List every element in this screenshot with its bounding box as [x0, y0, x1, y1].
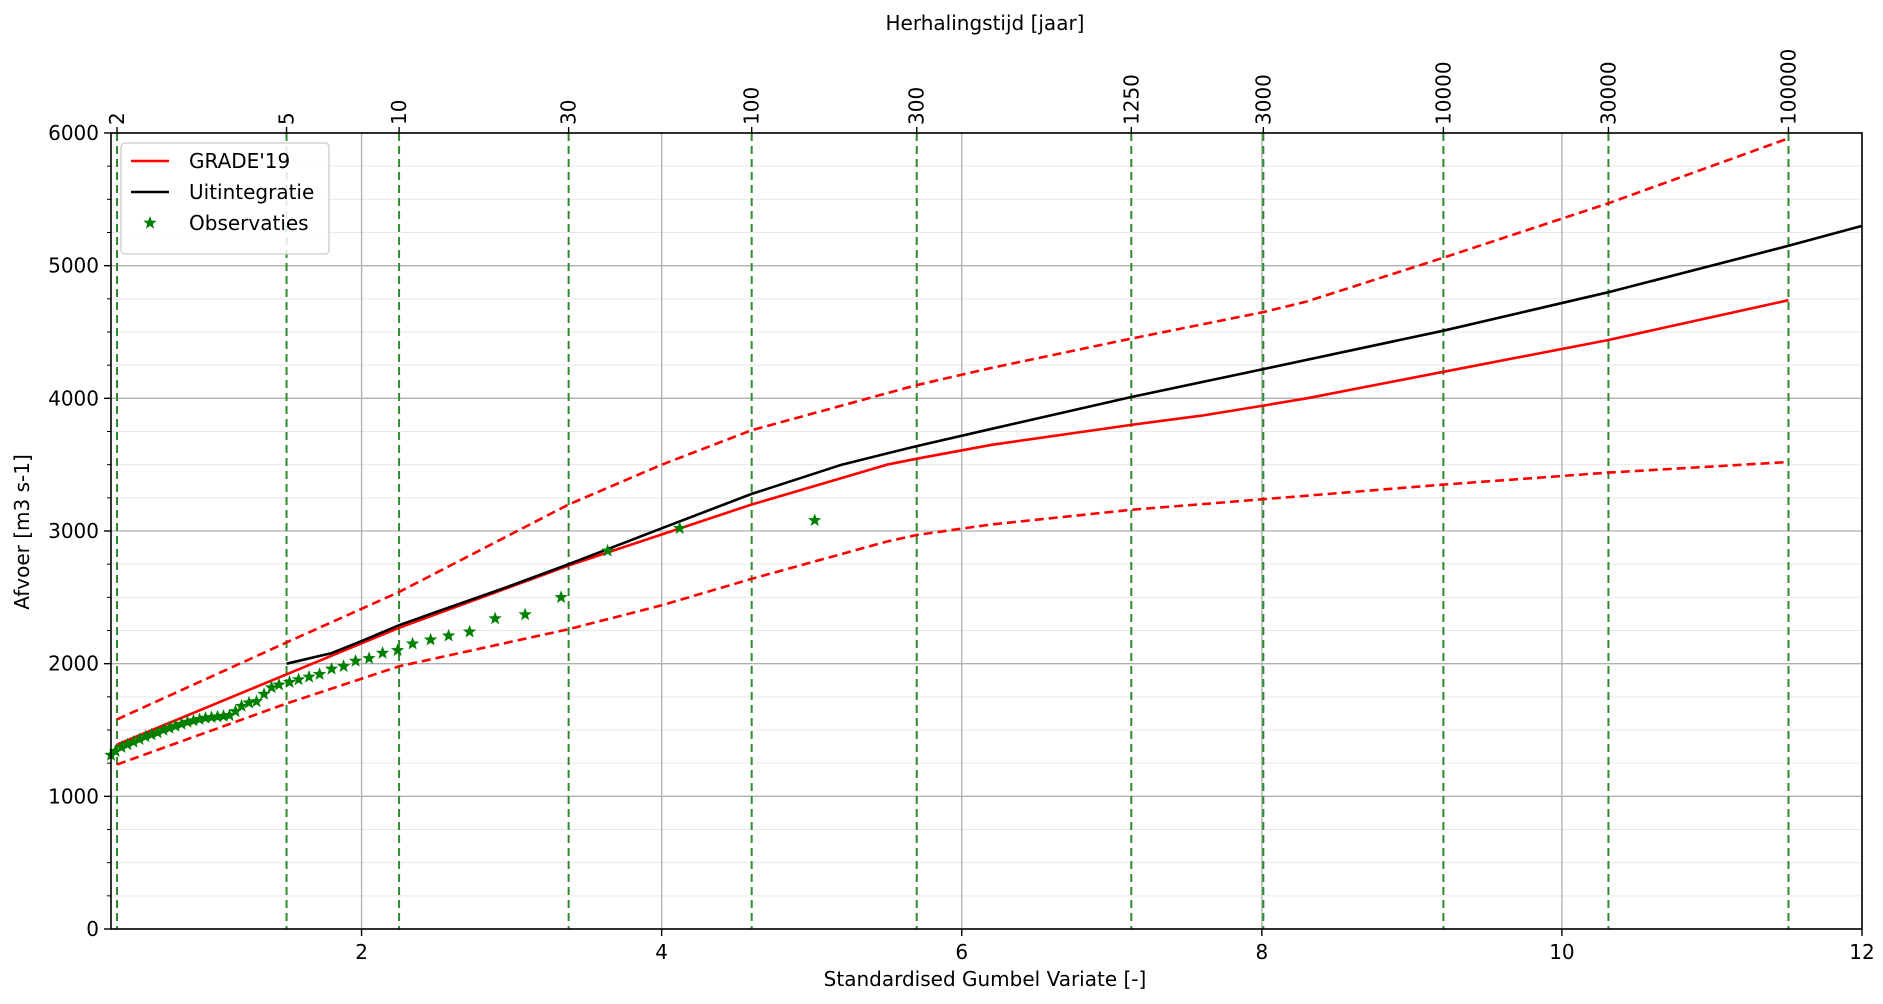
observation-point	[282, 675, 297, 688]
observation-point	[222, 708, 237, 722]
grid	[111, 132, 1863, 930]
series-line	[116, 298, 1789, 746]
observation-point	[150, 725, 165, 739]
observation-point	[324, 662, 339, 675]
return-period-label: 1250	[1119, 74, 1143, 125]
observation-point	[488, 611, 502, 625]
observation-point	[138, 729, 153, 743]
observation-point	[198, 711, 213, 724]
x-axis-title: Standardised Gumbel Variate [-]	[824, 967, 1147, 991]
legend: GRADE'19 Uitintegratie Observaties	[120, 142, 330, 255]
return-period-label: 10000	[1431, 61, 1455, 125]
observation-point	[375, 646, 390, 659]
observation-point	[162, 721, 177, 734]
observation-point	[180, 715, 195, 728]
observation-point	[257, 687, 271, 700]
x-tick-label: 6	[955, 940, 968, 964]
confidence-bound-line	[116, 137, 1789, 721]
observation-point	[108, 744, 123, 757]
x-tick-label: 2	[355, 940, 368, 964]
y-tick-label: 1000	[48, 784, 99, 808]
observation-point	[348, 654, 363, 667]
observation-point	[264, 680, 279, 694]
observation-point	[144, 727, 159, 741]
return-period-label: 5	[275, 112, 299, 125]
y-tick-label: 3000	[48, 519, 99, 543]
observation-point	[192, 712, 207, 725]
observation-point	[249, 694, 264, 708]
y-tick-label: 6000	[48, 121, 99, 145]
x-tick-label: 8	[1255, 940, 1268, 964]
top-axis-title: Herhalingstijd [jaar]	[886, 11, 1085, 35]
return-period-label: 30000	[1596, 61, 1620, 125]
observations	[104, 513, 822, 761]
observation-point	[228, 704, 243, 718]
observation-point	[808, 513, 822, 526]
y-tick-label: 2000	[48, 652, 99, 676]
observation-point	[126, 734, 141, 748]
confidence-bound-line	[116, 460, 1789, 766]
observation-point	[210, 709, 225, 723]
legend-label: GRADE'19	[189, 149, 290, 173]
y-tick-label: 4000	[48, 386, 99, 410]
observation-point	[216, 709, 231, 722]
y-axis-title: Afvoer [m3 s-1]	[10, 454, 34, 610]
return-period-label: 10	[387, 100, 411, 125]
return-period-lines: 2 5 10 30 100 300 1250 3000 10000 30000 100000	[105, 49, 1800, 929]
observation-point	[441, 628, 456, 642]
x-tick-label: 12	[1849, 940, 1874, 964]
legend-label: Observaties	[189, 211, 309, 235]
legend-box	[120, 142, 330, 255]
observation-point	[601, 543, 615, 557]
observation-point	[174, 717, 189, 730]
observation-point	[114, 740, 129, 753]
observation-point	[132, 732, 147, 745]
y-tick-label: 0	[86, 917, 99, 941]
observation-point	[204, 710, 219, 724]
observation-point	[673, 521, 687, 534]
y-tick-label: 5000	[48, 254, 99, 278]
return-period-label: 300	[905, 87, 929, 125]
observation-point	[234, 699, 249, 712]
observation-point	[518, 607, 532, 621]
return-period-label: 30	[557, 100, 581, 125]
axes: 2 4 6 8 10 12 0 1000 2000 3000 4000 5000 6000	[48, 121, 1875, 964]
observation-point	[462, 624, 477, 638]
observation-point	[405, 636, 420, 650]
observation-point	[312, 667, 327, 680]
legend-swatch-star	[143, 216, 157, 229]
return-period-label: 100	[740, 87, 764, 125]
x-tick-label: 4	[655, 940, 668, 964]
observation-point	[554, 590, 568, 603]
return-period-label: 3000	[1251, 74, 1275, 125]
observation-point	[336, 659, 351, 672]
return-period-label: 100000	[1776, 49, 1800, 125]
observation-point	[272, 677, 286, 691]
observation-point	[302, 669, 316, 683]
observation-point	[390, 643, 405, 657]
observation-point	[291, 672, 306, 686]
series-line	[286, 224, 1863, 665]
observation-point	[362, 651, 376, 664]
observation-point	[186, 713, 201, 727]
x-tick-label: 10	[1549, 940, 1574, 964]
series	[116, 137, 1863, 766]
observation-point	[242, 695, 256, 709]
legend-label: Uitintegratie	[189, 180, 314, 204]
observation-point	[120, 737, 135, 751]
observation-point	[168, 719, 183, 732]
return-period-label: 2	[105, 112, 129, 125]
observation-point	[156, 723, 171, 736]
observation-point	[423, 632, 438, 646]
